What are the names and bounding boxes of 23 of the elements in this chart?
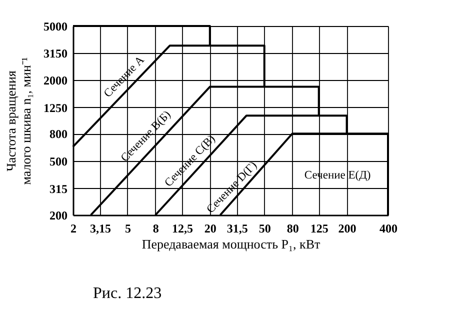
y-tick-label: 1250: [44, 100, 68, 115]
y-tick-label: 5000: [44, 20, 68, 34]
x-tick-label: 20: [204, 222, 216, 236]
x-tick-label: 8: [152, 222, 159, 236]
x-tick-label: 125: [310, 222, 328, 236]
y-tick-label: 200: [50, 208, 68, 222]
x-tick-label: 31,5: [226, 222, 248, 236]
y-tick-label: 315: [50, 182, 68, 196]
x-tick-label: 12,5: [172, 222, 193, 236]
x-tick-label: 3,15: [90, 222, 112, 236]
x-tick-label: 2: [70, 222, 76, 236]
y-tick-label: 800: [50, 127, 68, 142]
x-axis-title: Передаваемая мощность P₁, кВт: [142, 236, 320, 252]
x-tick-label: 50: [258, 222, 271, 236]
y-tick-label: 3150: [44, 46, 68, 61]
x-tick-label: 5: [124, 222, 131, 236]
x-tick-label: 200: [338, 222, 356, 236]
y-axis-title: Частота вращения малого шкива n₁, мин⁻¹: [4, 57, 34, 185]
y-tick-label: 2000: [44, 73, 68, 88]
x-tick-label: 400: [380, 222, 398, 236]
text: Рис. 12.23: [93, 285, 162, 302]
x-tick-label: 80: [286, 222, 299, 236]
y-tick-label: 500: [50, 154, 68, 169]
